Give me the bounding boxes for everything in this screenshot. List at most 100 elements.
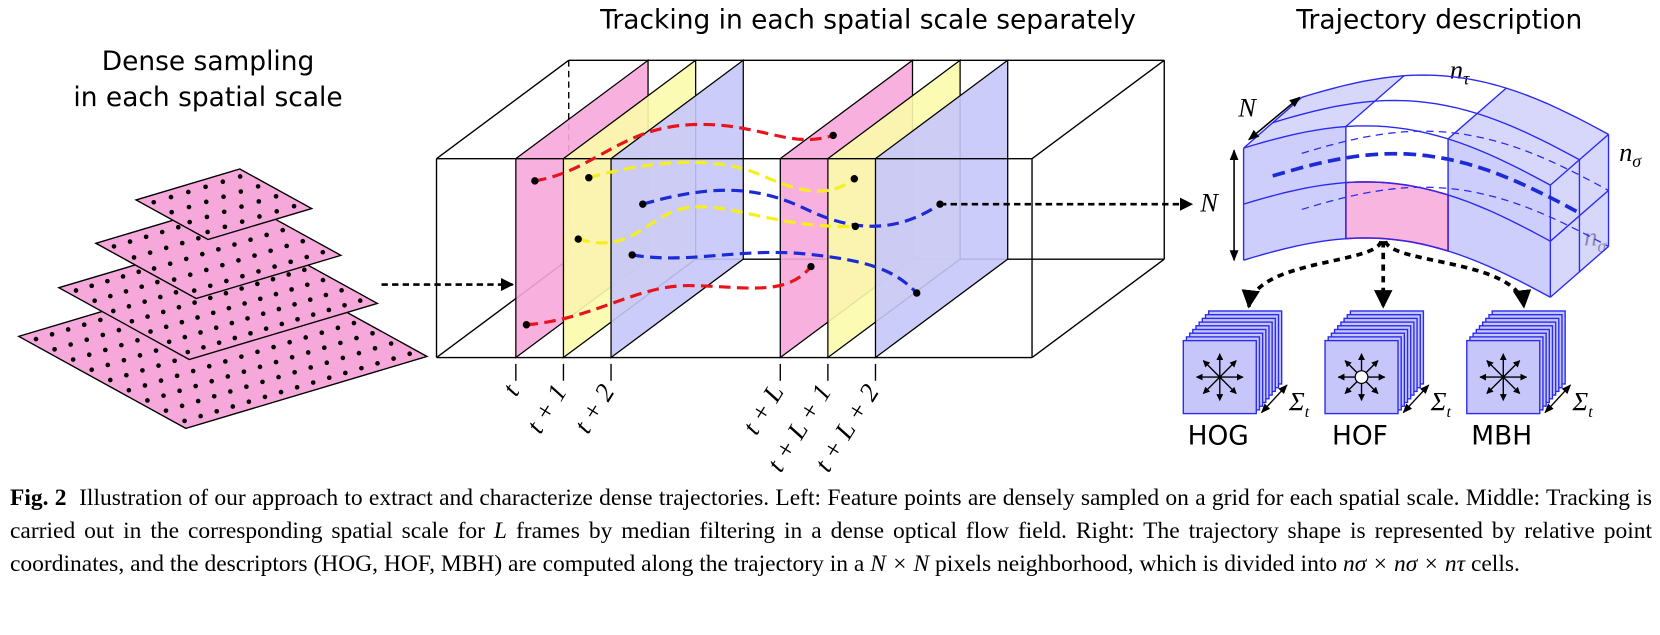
sample-point: [163, 408, 169, 413]
sample-point: [242, 301, 247, 306]
sample-point: [142, 299, 147, 304]
sample-point: [151, 199, 157, 205]
sample-point: [201, 345, 206, 350]
sample-point: [276, 306, 282, 312]
sample-point: [302, 267, 307, 273]
frame-label: t + 1: [520, 379, 573, 439]
sample-point: [158, 378, 164, 383]
sample-point: [227, 389, 233, 394]
sample-point: [84, 337, 90, 343]
caption-text: frames by median filtering in a dense op…: [10, 518, 1653, 577]
sample-point: [357, 298, 363, 303]
sample-point: [70, 357, 76, 362]
trajectory: [642, 188, 941, 228]
sample-point: [151, 266, 157, 271]
sample-point: [204, 214, 210, 220]
orientation-arrow: [1365, 381, 1379, 395]
orientation-arrow: [1486, 376, 1504, 395]
sample-point: [207, 283, 213, 289]
sample-point: [120, 274, 126, 279]
sample-point: [110, 308, 116, 314]
hidden-line: [1301, 186, 1609, 248]
sample-point: [172, 358, 177, 364]
sample-point: [343, 370, 348, 376]
sample-point: [239, 286, 244, 291]
trajectory: [631, 250, 918, 295]
sample-point: [136, 269, 142, 275]
trajectory: [577, 205, 856, 245]
sum-label: Σt: [1572, 386, 1594, 420]
caption-math: N × N: [870, 551, 930, 577]
track-point: [913, 289, 921, 297]
sample-point: [292, 369, 297, 375]
sample-point: [169, 209, 175, 215]
sample-point: [271, 344, 276, 350]
sample-point: [370, 330, 375, 336]
dimension-arrow: [1248, 96, 1301, 141]
sample-point: [155, 279, 160, 285]
panel-title: Tracking in each spatial scale separatel…: [599, 5, 1136, 36]
height-label: N: [1199, 188, 1219, 218]
sample-point: [263, 326, 269, 331]
sample-point: [216, 340, 222, 346]
track-point: [585, 174, 593, 182]
sample-point: [407, 351, 412, 357]
middle-panel: Tracking in each spatial scale separatel…: [435, 5, 1194, 476]
sample-point: [92, 298, 97, 304]
sum-label: Σt: [1430, 386, 1452, 420]
sample-point: [320, 277, 326, 283]
sample-point: [276, 374, 281, 380]
sample-point: [273, 359, 279, 365]
sample-point: [177, 388, 182, 394]
sample-point: [174, 373, 180, 379]
sample-point: [289, 354, 295, 360]
sample-point: [375, 361, 380, 366]
track-point: [639, 200, 647, 208]
edge: [1031, 59, 1165, 160]
sample-point: [294, 384, 300, 390]
sample-point: [52, 346, 57, 352]
track-point: [522, 321, 531, 329]
sample-point: [89, 283, 95, 289]
caption-text: Illustration of our approach to extract …: [10, 485, 1652, 544]
descriptor-cell: [1324, 339, 1399, 415]
label-sub: t: [1305, 404, 1310, 421]
sample-point: [310, 380, 316, 385]
sample-point: [214, 408, 220, 414]
sample-point: [222, 224, 228, 230]
label-base: n: [1450, 54, 1463, 84]
sample-point: [326, 307, 332, 313]
grid-line: [1447, 87, 1507, 140]
sampling-grid: [134, 168, 314, 241]
sample-point: [323, 292, 329, 298]
sample-point: [159, 229, 165, 235]
sample-point: [224, 278, 229, 284]
track-point: [850, 175, 859, 183]
sample-point: [206, 363, 212, 369]
orientation-arrow: [1365, 360, 1379, 374]
grid-line: [1549, 245, 1609, 298]
sample-point: [248, 237, 253, 243]
sample-point: [245, 316, 250, 321]
track-point: [531, 177, 539, 185]
sample-point: [156, 363, 161, 368]
sample-point: [176, 304, 182, 310]
sample-point: [254, 281, 260, 287]
trajectory: [526, 265, 813, 327]
sample-point: [167, 261, 173, 267]
sample-point: [205, 229, 210, 235]
sample-point: [252, 253, 257, 258]
sample-point: [308, 365, 314, 370]
sample-point: [126, 304, 132, 309]
sample-point: [326, 375, 332, 381]
sample-point: [203, 199, 209, 205]
dimension-arrow: [1544, 384, 1572, 414]
grid-line: [1345, 75, 1405, 128]
sample-point: [68, 342, 73, 347]
sample-point: [148, 329, 153, 334]
sample-point: [209, 378, 215, 384]
sample-point: [198, 413, 203, 419]
sample-point: [195, 398, 201, 404]
sample-point: [238, 189, 244, 194]
sample-point: [211, 393, 217, 399]
